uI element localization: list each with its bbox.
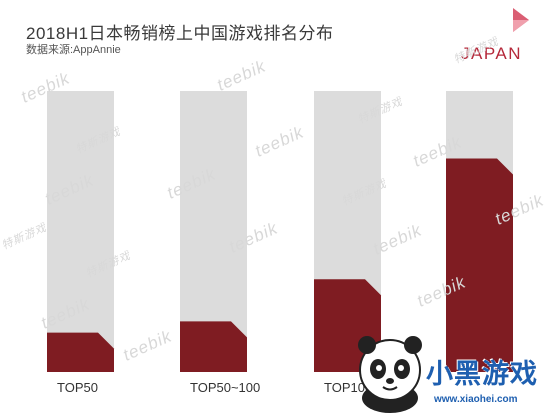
region-label: JAPAN — [461, 44, 523, 63]
bar — [180, 321, 247, 372]
bar — [446, 158, 513, 372]
x-tick-label: TOP50 — [57, 380, 98, 395]
data-source-label: 数据来源:AppAnnie — [26, 44, 121, 56]
panda-mascot-icon — [358, 336, 422, 413]
chart-title: 2018H1日本畅销榜上中国游戏排名分布 — [26, 24, 334, 43]
bar-track — [47, 91, 114, 372]
x-tick-label: TOP50~100 — [190, 380, 260, 395]
site-logo-text: 小黑游戏 — [426, 359, 538, 389]
site-logo-url: www.xiaohei.com — [434, 394, 518, 405]
bar — [47, 332, 114, 372]
corner-triangle-icon — [513, 8, 529, 32]
